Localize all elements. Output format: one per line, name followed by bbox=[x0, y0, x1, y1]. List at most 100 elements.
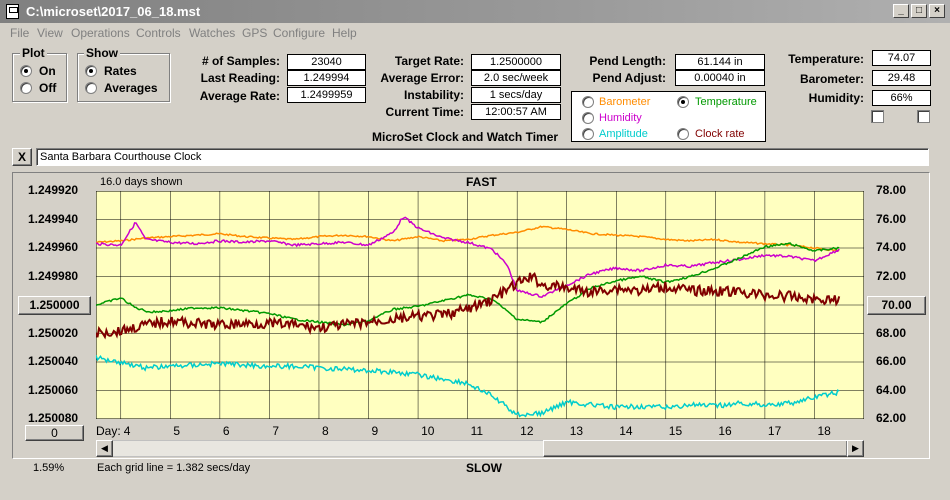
rate-chart[interactable] bbox=[96, 191, 864, 419]
plot-on-radio[interactable] bbox=[20, 65, 32, 77]
temperature-value: 74.07 bbox=[872, 50, 931, 66]
current-time-value: 12:00:57 AM bbox=[471, 104, 561, 120]
x-tick-label: 7 bbox=[272, 424, 280, 438]
x-tick-label: 14 bbox=[619, 424, 633, 438]
barometer-label: Barometer: bbox=[799, 72, 864, 86]
right-tick-label: 66.00 bbox=[876, 354, 907, 368]
x-tick-label: 16 bbox=[718, 424, 732, 438]
x-tick-label: 13 bbox=[569, 424, 584, 438]
last-reading-label: Last Reading: bbox=[200, 71, 280, 85]
show-averages-radio[interactable] bbox=[85, 82, 97, 94]
samples-value: 23040 bbox=[287, 54, 366, 70]
show-rates-label: Rates bbox=[104, 64, 137, 78]
x-tick-label: 12 bbox=[520, 424, 534, 438]
average-rate-label: Average Rate: bbox=[199, 89, 280, 103]
pend-adjust-label: Pend Adjust: bbox=[592, 71, 666, 85]
show-averages-label: Averages bbox=[104, 81, 158, 95]
right-value-button[interactable]: 70.00 bbox=[867, 296, 926, 315]
minimize-button[interactable]: _ bbox=[893, 4, 909, 18]
barometer-series-line bbox=[96, 225, 840, 252]
barometer-radio[interactable] bbox=[582, 96, 594, 108]
temperature-option-label: Temperature bbox=[695, 96, 757, 108]
humidity-label: Humidity: bbox=[808, 91, 864, 105]
menu-controls[interactable]: Controls bbox=[136, 26, 181, 40]
left-tick-label: 1.249980 bbox=[28, 268, 79, 283]
right-tick-label: 62.00 bbox=[876, 411, 907, 425]
clear-name-button[interactable]: X bbox=[12, 148, 32, 166]
right-tick-label: 68.00 bbox=[876, 325, 907, 340]
slow-label: SLOW bbox=[466, 461, 502, 475]
instability-value: 1 secs/day bbox=[471, 87, 561, 103]
show-group bbox=[77, 53, 170, 102]
temperature-radio[interactable] bbox=[677, 96, 689, 108]
target-rate-label: Target Rate: bbox=[394, 54, 464, 68]
left-checkbox[interactable] bbox=[871, 110, 884, 123]
menu-help[interactable]: Help bbox=[332, 26, 357, 40]
right-tick-label: 76.00 bbox=[876, 211, 907, 226]
humidity-option-label: Humidity bbox=[599, 112, 642, 124]
last-reading-value: 1.249994 bbox=[287, 70, 366, 86]
scroll-thumb[interactable] bbox=[543, 440, 848, 457]
x-tick-label: 10 bbox=[421, 424, 435, 438]
scroll-left-button[interactable]: ◀ bbox=[96, 440, 113, 457]
barometer-option-label: Barometer bbox=[599, 96, 651, 108]
temperature-series-line bbox=[96, 242, 840, 327]
plot-off-radio[interactable] bbox=[20, 82, 32, 94]
amplitude-radio[interactable] bbox=[582, 128, 594, 140]
left-tick-label: 1.249960 bbox=[28, 240, 79, 254]
percent-readout: 1.59% bbox=[33, 462, 65, 474]
clock-rate-option-label: Clock rate bbox=[695, 128, 745, 140]
plot-off-label: Off bbox=[39, 81, 57, 95]
x-tick-label: 17 bbox=[767, 424, 782, 438]
left-tick-label: 1.250080 bbox=[28, 411, 79, 425]
humidity-series-line bbox=[96, 216, 840, 298]
x-tick-label: 11 bbox=[470, 424, 484, 438]
show-rates-radio[interactable] bbox=[85, 65, 97, 77]
app-caption: MicroSet Clock and Watch Timer bbox=[372, 130, 559, 144]
average-rate-value: 1.2499959 bbox=[287, 87, 366, 103]
close-window-button[interactable]: × bbox=[929, 4, 945, 18]
x-tick-label: 15 bbox=[668, 424, 683, 438]
app-icon[interactable] bbox=[6, 4, 19, 19]
barometer-value: 29.48 bbox=[872, 70, 931, 86]
menu-watches[interactable]: Watches bbox=[189, 26, 236, 40]
menu-configure[interactable]: Configure bbox=[273, 26, 326, 40]
humidity-value: 66% bbox=[872, 90, 931, 106]
pend-length-label: Pend Length: bbox=[589, 54, 666, 68]
menu-bar: File View Operations Controls Watches GP… bbox=[0, 23, 950, 42]
clock-name-input[interactable]: Santa Barbara Courthouse Clock bbox=[36, 148, 929, 166]
menu-file[interactable]: File bbox=[10, 26, 30, 40]
x-tick-label: 5 bbox=[173, 424, 180, 438]
left-tick-label: 1.250060 bbox=[28, 382, 79, 397]
x-tick-label: 8 bbox=[321, 424, 329, 438]
instability-label: Instability: bbox=[403, 88, 464, 102]
fast-label: FAST bbox=[466, 175, 497, 189]
right-checkbox[interactable] bbox=[917, 110, 930, 123]
amplitude-option-label: Amplitude bbox=[599, 128, 648, 140]
title-bar: C:\microset\2017_06_18.mst _ □ × bbox=[0, 0, 950, 23]
pend-adjust-value[interactable]: 0.00040 in bbox=[675, 70, 765, 86]
clock-rate-radio[interactable] bbox=[677, 128, 689, 140]
bottom-value-button[interactable]: 0 bbox=[25, 425, 84, 441]
menu-gps[interactable]: GPS bbox=[242, 26, 268, 40]
humidity-radio[interactable] bbox=[582, 112, 594, 124]
day-axis-label: Day: bbox=[96, 424, 121, 438]
right-tick-label: 74.00 bbox=[876, 240, 907, 254]
left-value-button[interactable]: 1.250000 bbox=[18, 296, 91, 315]
maximize-button[interactable]: □ bbox=[911, 4, 927, 18]
left-tick-label: 1.249920 bbox=[28, 183, 79, 197]
left-tick-label: 1.250040 bbox=[28, 354, 79, 368]
target-rate-value[interactable]: 1.2500000 bbox=[471, 54, 561, 70]
menu-operations[interactable]: Operations bbox=[71, 26, 130, 40]
amplitude-series-line bbox=[96, 354, 840, 418]
temperature-label: Temperature: bbox=[788, 52, 864, 66]
days-shown: 16.0 days shown bbox=[100, 176, 183, 188]
samples-label: # of Samples: bbox=[201, 54, 280, 68]
left-tick-label: 1.249940 bbox=[28, 211, 79, 226]
right-tick-label: 78.00 bbox=[876, 183, 907, 197]
x-tick-label: 18 bbox=[817, 424, 831, 438]
menu-view[interactable]: View bbox=[37, 26, 63, 40]
scroll-right-button[interactable]: ▶ bbox=[847, 440, 864, 457]
series-layer bbox=[96, 216, 841, 418]
